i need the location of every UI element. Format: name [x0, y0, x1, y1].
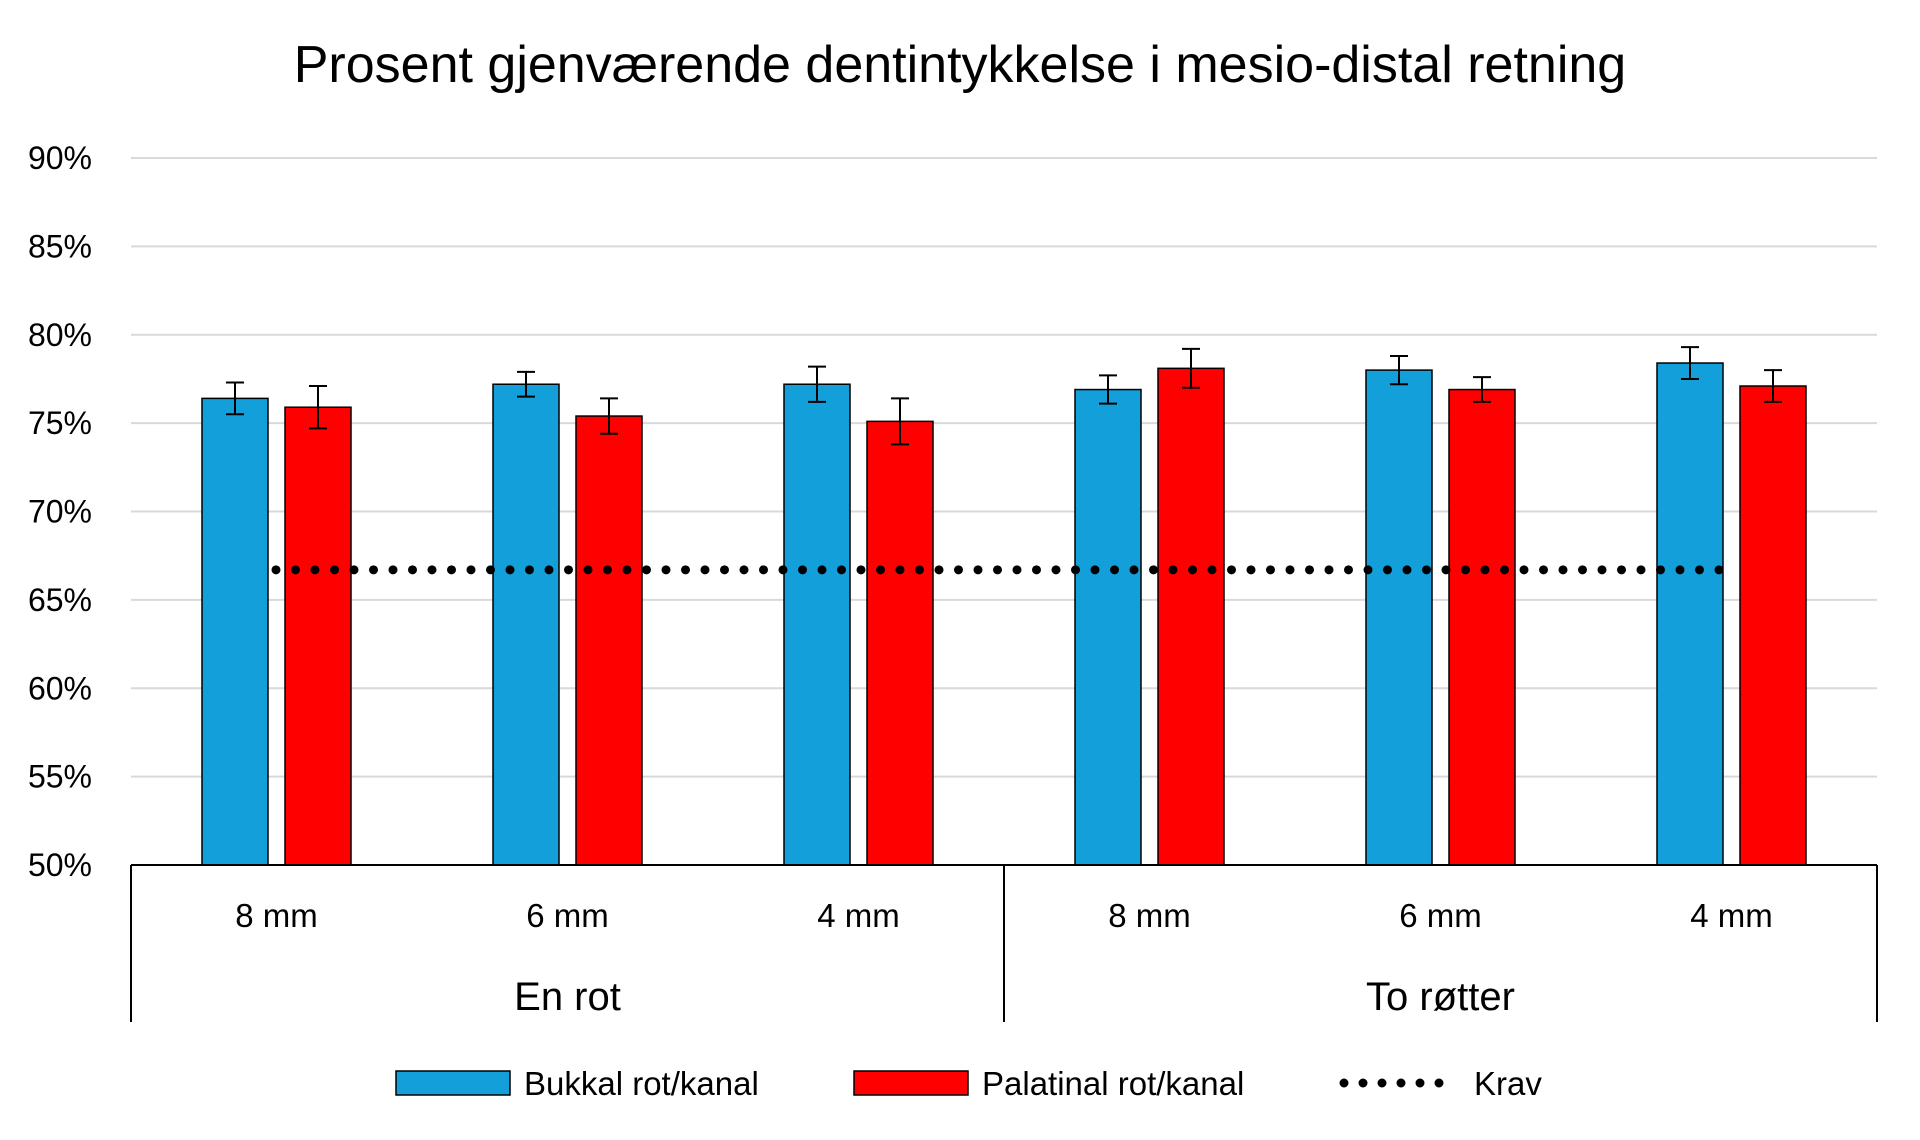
bar — [1074, 388, 1142, 866]
bar — [1739, 385, 1807, 866]
y-tick-label: 55% — [28, 759, 92, 795]
bar — [575, 415, 643, 866]
x-tick-label: 6 mm — [1399, 897, 1482, 934]
bar — [1157, 367, 1225, 866]
group-label: To røtter — [1366, 975, 1515, 1019]
bar — [492, 383, 560, 866]
legend-swatch — [853, 1070, 969, 1096]
y-tick-label: 70% — [28, 494, 92, 530]
bar — [1448, 388, 1516, 866]
x-tick-label: 8 mm — [1108, 897, 1191, 934]
y-tick-label: 85% — [28, 228, 92, 264]
bar — [284, 406, 352, 866]
x-tick-label: 4 mm — [1690, 897, 1773, 934]
error-bars — [226, 346, 1782, 446]
group-label: En rot — [514, 975, 621, 1019]
y-tick-label: 65% — [28, 582, 92, 618]
bar — [1656, 362, 1724, 866]
chart-title: Prosent gjenværende dentintykkelse i mes… — [294, 36, 1626, 94]
x-tick-label: 4 mm — [817, 897, 900, 934]
legend-swatch — [395, 1070, 511, 1096]
y-tick-label: 75% — [28, 405, 92, 441]
legend-label: Bukkal rot/kanal — [524, 1065, 759, 1102]
x-tick-label: 6 mm — [526, 897, 609, 934]
gridlines — [131, 157, 1877, 778]
x-tick-label: 8 mm — [235, 897, 318, 934]
bar — [866, 420, 934, 866]
bar — [783, 383, 851, 866]
y-tick-label: 60% — [28, 670, 92, 706]
y-axis: 50% 55% 60% 65% 70% 75% 80% 85% 90% — [28, 140, 92, 883]
x-axis: 8 mm 6 mm 4 mm 8 mm 6 mm 4 mm En rot To røtter — [130, 864, 1878, 1022]
legend: Bukkal rot/kanal Palatinal rot/kanal Krav — [395, 1065, 1542, 1102]
legend-label: Krav — [1474, 1065, 1542, 1102]
y-tick-label: 90% — [28, 140, 92, 176]
y-tick-label: 50% — [28, 847, 92, 883]
bar — [201, 397, 269, 866]
bars — [201, 362, 1807, 866]
legend-label: Palatinal rot/kanal — [982, 1065, 1244, 1102]
bar — [1365, 369, 1433, 866]
y-tick-label: 80% — [28, 317, 92, 353]
